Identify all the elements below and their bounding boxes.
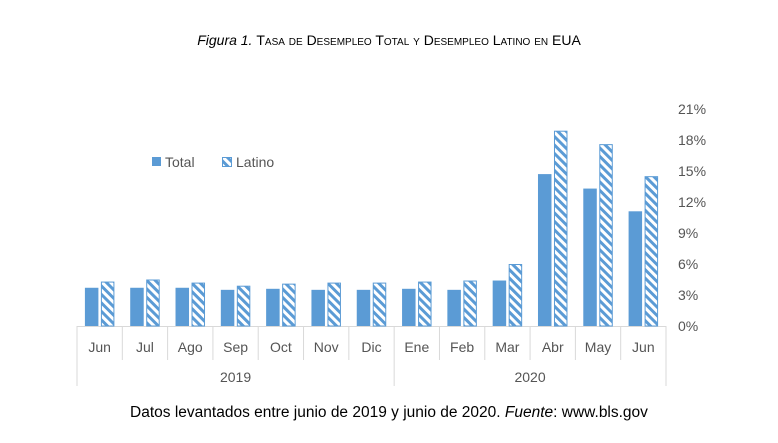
x-tick-label: Dic	[361, 339, 381, 355]
bar-latino	[508, 264, 523, 327]
legend-label-latino: Latino	[236, 154, 274, 170]
title-text: Tasa de Desempleo Total y Desempleo Lati…	[256, 32, 581, 48]
bar-total	[356, 289, 371, 326]
bar-total	[130, 287, 144, 326]
x-group-label: 2020	[514, 369, 545, 385]
x-tick-label: Nov	[314, 339, 339, 355]
x-tick-label: Feb	[450, 339, 474, 355]
y-tick-label: 9%	[678, 225, 698, 241]
source-value: : www.bls.gov	[553, 404, 648, 421]
chart-title: Figura 1. Tasa de Desempleo Total y Dese…	[0, 32, 778, 48]
bar-latino	[599, 144, 613, 327]
source-label: Fuente	[504, 404, 554, 421]
legend-swatch-latino	[222, 157, 232, 167]
bar-latino	[236, 285, 251, 327]
figure-label: Figura 1.	[197, 32, 253, 48]
bar-latino	[372, 282, 387, 327]
x-group-layer: 2019 2020	[220, 369, 546, 385]
y-tick-label: 6%	[678, 256, 698, 272]
x-category-layer: Jun Jul Ago Sep Oct Nov Dic Ene Feb Mar Abr May Jun	[88, 339, 654, 355]
bar-total	[266, 288, 280, 326]
bar-latino	[191, 282, 206, 327]
legend-label-total: Total	[165, 154, 195, 170]
y-tick-label: 18%	[678, 132, 706, 148]
footer-note: Datos levantados entre junio de 2019 y j…	[0, 404, 778, 422]
bar-latino	[146, 279, 160, 327]
x-tick-label: Jun	[632, 339, 655, 355]
bar-total	[311, 289, 325, 326]
y-tick-label: 12%	[678, 194, 706, 210]
x-group-label: 2019	[220, 369, 251, 385]
y-tick-label: 0%	[678, 318, 698, 334]
bar-total	[402, 288, 416, 326]
legend: Total Latino	[152, 154, 274, 170]
footer-text: Datos levantados entre junio de 2019 y j…	[130, 404, 501, 421]
axis-layer	[76, 326, 667, 386]
x-tick-label: May	[585, 339, 611, 355]
x-tick-label: Jul	[136, 339, 154, 355]
y-tick-label: 3%	[678, 287, 698, 303]
y-tick-label: 15%	[678, 163, 706, 179]
bar-total	[84, 287, 99, 326]
bar-total	[220, 289, 235, 326]
x-tick-label: Oct	[270, 339, 292, 355]
bar-latino	[553, 130, 568, 327]
bar-latino	[644, 176, 659, 327]
bars-layer	[84, 130, 659, 327]
bar-latino	[327, 282, 341, 327]
bar-latino	[463, 280, 477, 327]
bar-total	[447, 289, 461, 326]
y-tick-layer: 0% 3% 6% 9% 12% 15% 18% 21%	[678, 101, 706, 334]
bar-total	[492, 280, 507, 326]
bar-total	[628, 211, 643, 326]
bar-total	[583, 188, 597, 326]
x-tick-label: Mar	[495, 339, 519, 355]
x-tick-label: Ago	[178, 339, 203, 355]
bar-total	[537, 174, 552, 326]
y-tick-label: 21%	[678, 101, 706, 117]
x-tick-label: Ene	[404, 339, 429, 355]
bar-latino	[418, 281, 432, 327]
bar-latino	[100, 281, 115, 327]
legend-swatch-total	[152, 157, 161, 166]
x-tick-label: Sep	[223, 339, 248, 355]
x-tick-label: Abr	[542, 339, 564, 355]
x-tick-label: Jun	[88, 339, 111, 355]
bar-latino	[282, 283, 296, 327]
bar-total	[175, 287, 190, 326]
